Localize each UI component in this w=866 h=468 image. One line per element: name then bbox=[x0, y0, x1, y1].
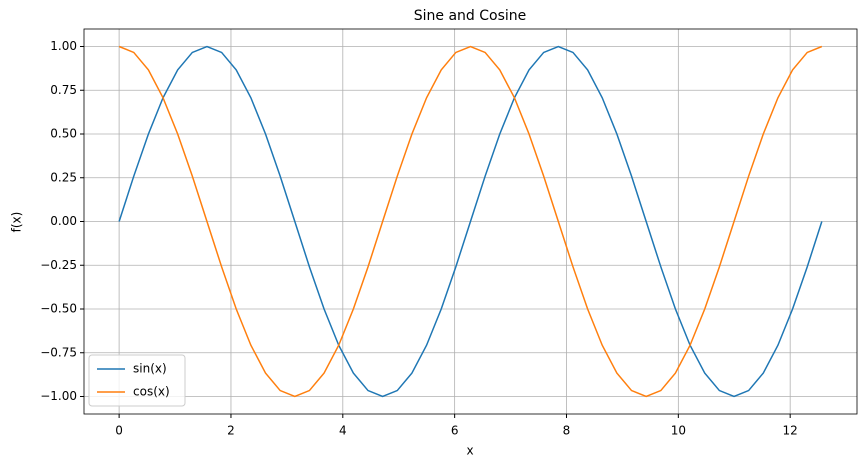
y-tick-label: 0.50 bbox=[50, 127, 77, 141]
y-axis-label: f(x) bbox=[10, 212, 24, 233]
legend-label: sin(x) bbox=[133, 362, 167, 376]
y-tick-label: −0.25 bbox=[40, 258, 77, 272]
y-tick-label: 1.00 bbox=[50, 39, 77, 53]
y-tick-label: −1.00 bbox=[40, 389, 77, 403]
x-tick-label: 8 bbox=[563, 424, 571, 438]
x-tick-label: 0 bbox=[115, 424, 123, 438]
x-tick-label: 10 bbox=[671, 424, 686, 438]
x-axis-label: x bbox=[466, 444, 473, 458]
x-tick-label: 6 bbox=[451, 424, 459, 438]
legend-label: cos(x) bbox=[133, 385, 170, 399]
x-tick-label: 12 bbox=[783, 424, 798, 438]
x-tick-label: 2 bbox=[227, 424, 235, 438]
y-tick-label: 0.00 bbox=[50, 214, 77, 228]
series-line bbox=[118, 45, 823, 398]
series-line bbox=[118, 45, 823, 398]
x-tick-label: 4 bbox=[339, 424, 347, 438]
y-tick-label: −0.50 bbox=[40, 302, 77, 316]
y-tick-label: 0.25 bbox=[50, 170, 77, 184]
y-tick-label: −0.75 bbox=[40, 345, 77, 359]
legend-box bbox=[88, 354, 186, 407]
chart-title: Sine and Cosine bbox=[414, 8, 527, 24]
plot-frame bbox=[83, 28, 858, 415]
y-tick-label: 0.75 bbox=[50, 83, 77, 97]
